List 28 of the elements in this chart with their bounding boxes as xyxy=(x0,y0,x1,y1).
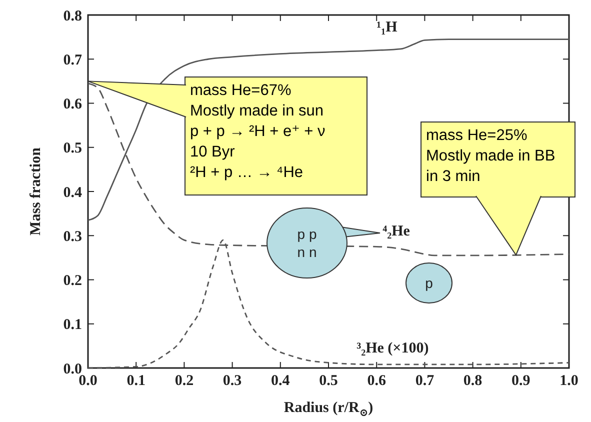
x-tick-label: 1.0 xyxy=(560,373,578,389)
y-tick-label: 0.5 xyxy=(63,140,82,157)
x-tick-label: 0.5 xyxy=(319,373,338,389)
y-tick-label: 0.2 xyxy=(63,273,82,289)
series-label: ¹₁H xyxy=(376,19,398,36)
annotation: mass He=25% Mostly made in BB in 3 min xyxy=(426,127,556,185)
annotation: p p n n xyxy=(297,226,317,260)
y-axis-title: Mass fraction xyxy=(28,146,44,236)
annotation: mass He=67% Mostly made in sun p + p → ²H + e⁺ + ν 10 Byr ²H + p … → ⁴He xyxy=(190,82,326,181)
x-tick-label: 0.0 xyxy=(78,373,98,389)
y-tick-label: 0.1 xyxy=(63,317,82,334)
x-tick-label: 0.2 xyxy=(174,373,194,389)
y-tick-label: 0.8 xyxy=(63,8,82,24)
y-tick-label: 0.7 xyxy=(63,52,82,68)
x-tick-label: 0.3 xyxy=(222,373,242,389)
y-tick-label: 0.4 xyxy=(63,184,82,201)
y-tick-label: 0.6 xyxy=(63,96,82,112)
series-label: ⁴₂He xyxy=(382,223,410,240)
y-tick-label: 0.3 xyxy=(63,228,82,245)
x-tick-label: 0.1 xyxy=(126,373,146,389)
annotation: p xyxy=(425,274,434,291)
x-axis-title: Radius (r/R$_{⊙}$) xyxy=(284,400,374,419)
series-label: ³₂He (×100) xyxy=(356,340,429,356)
x-tick-label: 0.7 xyxy=(415,373,435,389)
x-tick-label: 0.4 xyxy=(271,373,290,389)
x-tick-label: 0.6 xyxy=(367,373,386,389)
x-tick-label: 0.8 xyxy=(463,373,482,389)
x-tick-label: 0.9 xyxy=(512,373,530,389)
